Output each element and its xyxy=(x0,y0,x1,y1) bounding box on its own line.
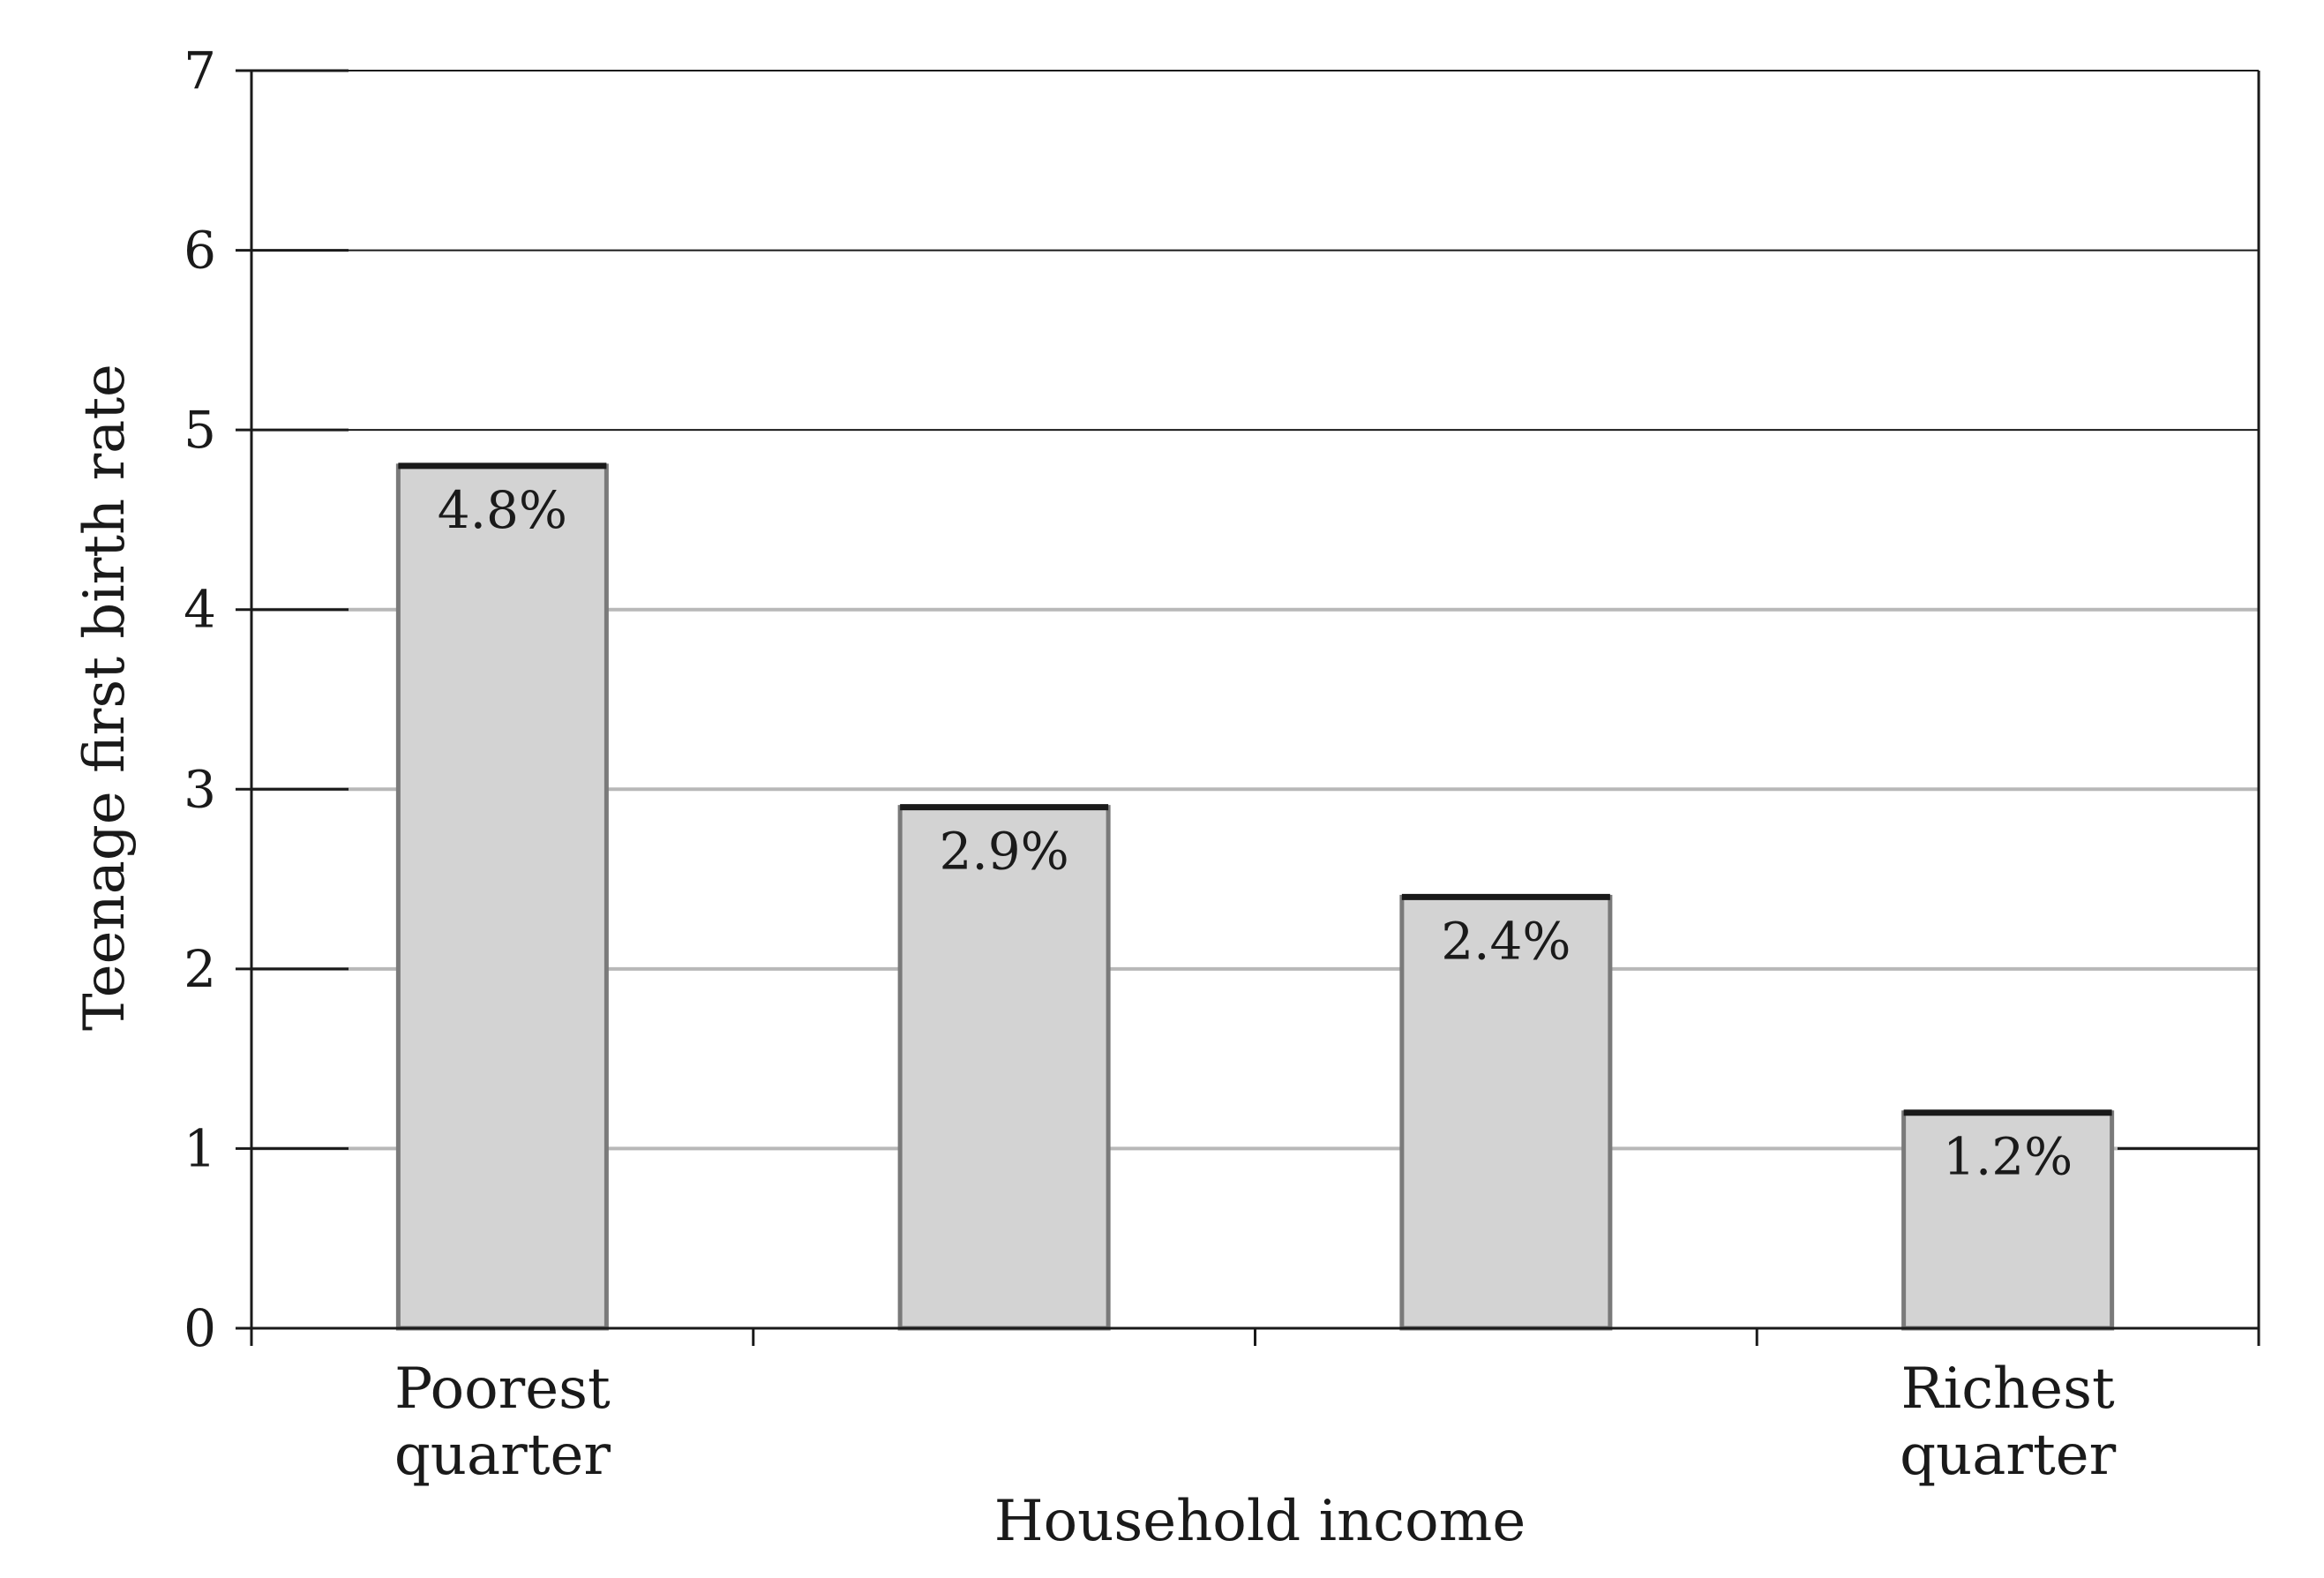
x-category-label-4-line-2: quarter xyxy=(1900,1423,2117,1488)
x-category-label-1-line-1: Poorest xyxy=(394,1356,611,1422)
y-tick-label-2: 2 xyxy=(184,939,216,999)
data-label-4: 1.2% xyxy=(1943,1127,2073,1187)
bar-2 xyxy=(897,805,1111,1331)
y-tick-label-0: 0 xyxy=(184,1298,216,1358)
x-axis-title: Household income xyxy=(994,1489,1526,1554)
y-tick-label-3: 3 xyxy=(184,759,216,819)
labels: 012345674.8%Poorestquarter2.9%2.4%1.2%Ri… xyxy=(184,41,2117,1488)
y-tick-label-4: 4 xyxy=(184,580,216,640)
y-axis-title: Teenage first birth rate xyxy=(72,364,138,1031)
data-label-1: 4.8% xyxy=(438,480,567,540)
bars xyxy=(395,462,2115,1331)
x-category-label-1-line-2: quarter xyxy=(394,1423,611,1488)
y-tick-label-5: 5 xyxy=(184,400,216,460)
bar-3 xyxy=(1399,894,1613,1331)
bar-1 xyxy=(395,463,609,1331)
x-category-label-4-line-1: Richest xyxy=(1901,1356,2115,1422)
y-tick-label-1: 1 xyxy=(184,1118,216,1178)
data-label-3: 2.4% xyxy=(1441,911,1571,971)
axes xyxy=(236,69,2260,1346)
bar-4 xyxy=(1901,1110,2115,1331)
data-label-2: 2.9% xyxy=(939,822,1068,882)
y-tick-label-7: 7 xyxy=(184,41,216,101)
y-tick-label-6: 6 xyxy=(184,221,216,281)
